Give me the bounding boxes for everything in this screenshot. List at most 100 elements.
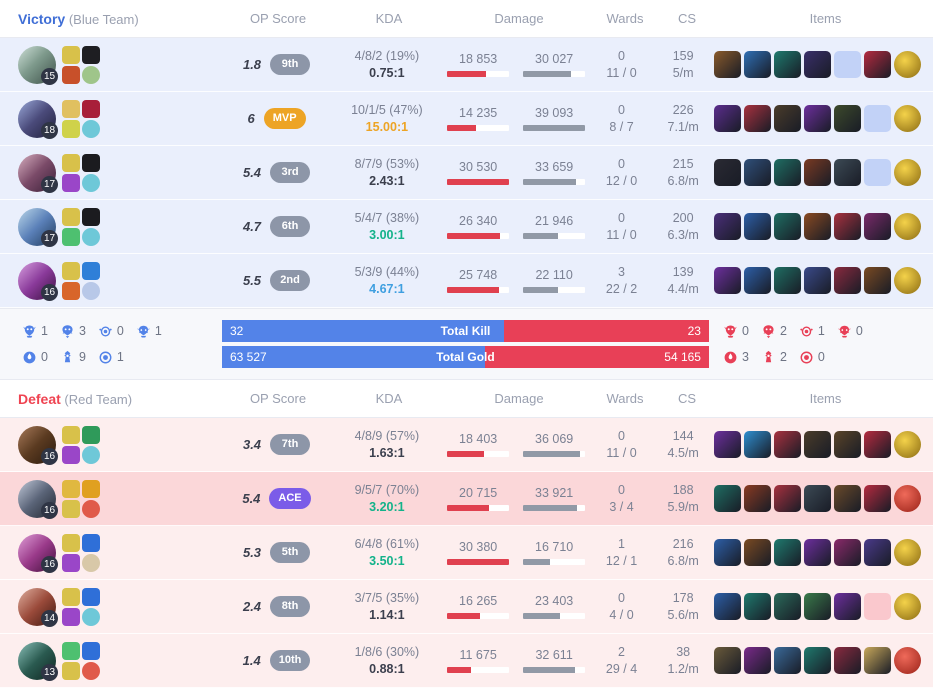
- item-icon[interactable]: [713, 485, 741, 512]
- summoner-spell-icon[interactable]: [82, 227, 100, 246]
- item-icon[interactable]: [713, 51, 741, 78]
- item-icon[interactable]: [803, 159, 831, 186]
- summoner-spell-icon[interactable]: [82, 425, 100, 444]
- champion-portrait[interactable]: 16: [18, 425, 58, 465]
- item-slot-empty[interactable]: [833, 51, 861, 78]
- summoner-spell-icon[interactable]: [82, 553, 100, 572]
- champion-portrait[interactable]: 13: [18, 641, 58, 681]
- item-icon[interactable]: [803, 431, 831, 458]
- summoner-spell-icon[interactable]: [62, 587, 80, 606]
- item-icon[interactable]: [833, 267, 861, 294]
- item-icon[interactable]: [773, 159, 801, 186]
- player-row[interactable]: 18 6 MVP 10/1/5 (47%) 15.00:1 14 235 39 …: [0, 92, 933, 146]
- summoner-spell-icon[interactable]: [82, 173, 100, 192]
- item-slot-empty[interactable]: [863, 159, 891, 186]
- summoner-spell-icon[interactable]: [62, 499, 80, 518]
- item-icon[interactable]: [803, 593, 831, 620]
- player-row[interactable]: 16 5.3 5th 6/4/8 (61%) 3.50:1 30 380 16 …: [0, 526, 933, 580]
- item-icon[interactable]: [713, 647, 741, 674]
- summoner-spell-icon[interactable]: [62, 553, 80, 572]
- champion-portrait[interactable]: 15: [18, 45, 58, 85]
- summoner-spell-icon[interactable]: [62, 65, 80, 84]
- column-header-op-score-red[interactable]: OP Score: [249, 391, 307, 406]
- item-icon[interactable]: [833, 647, 861, 674]
- player-row[interactable]: 16 3.4 7th 4/8/9 (57%) 1.63:1 18 403 36 …: [0, 418, 933, 472]
- item-icon[interactable]: [713, 267, 741, 294]
- player-row[interactable]: 13 1.4 10th 1/8/6 (30%) 0.88:1 11 675 32…: [0, 634, 933, 688]
- item-icon[interactable]: [713, 105, 741, 132]
- item-icon[interactable]: [743, 51, 771, 78]
- summoner-spell-icon[interactable]: [82, 65, 100, 84]
- champion-portrait[interactable]: 16: [18, 479, 58, 519]
- summoner-spell-icon[interactable]: [62, 261, 80, 280]
- item-icon[interactable]: [803, 267, 831, 294]
- item-icon[interactable]: [803, 485, 831, 512]
- player-row[interactable]: 15 1.8 9th 4/8/2 (19%) 0.75:1 18 853 30 …: [0, 38, 933, 92]
- player-row[interactable]: 17 5.4 3rd 8/7/9 (53%) 2.43:1 30 530 33 …: [0, 146, 933, 200]
- item-icon[interactable]: [863, 431, 891, 458]
- summoner-spell-icon[interactable]: [82, 281, 100, 300]
- column-header-damage-red[interactable]: Damage: [494, 391, 544, 406]
- trinket-icon[interactable]: [893, 51, 921, 78]
- trinket-icon[interactable]: [893, 105, 921, 132]
- player-row[interactable]: 16 5.5 2nd 5/3/9 (44%) 4.67:1 25 748 22 …: [0, 254, 933, 308]
- champion-portrait[interactable]: 16: [18, 533, 58, 573]
- champion-portrait[interactable]: 14: [18, 587, 58, 627]
- summoner-spell-icon[interactable]: [82, 607, 100, 626]
- summoner-spell-icon[interactable]: [82, 499, 100, 518]
- item-icon[interactable]: [833, 431, 861, 458]
- summoner-spell-icon[interactable]: [62, 425, 80, 444]
- item-icon[interactable]: [773, 431, 801, 458]
- summoner-spell-icon[interactable]: [62, 661, 80, 680]
- item-icon[interactable]: [833, 105, 861, 132]
- summoner-spell-icon[interactable]: [82, 641, 100, 660]
- item-icon[interactable]: [773, 593, 801, 620]
- item-slot-empty[interactable]: [863, 593, 891, 620]
- item-icon[interactable]: [803, 539, 831, 566]
- item-icon[interactable]: [863, 539, 891, 566]
- item-icon[interactable]: [773, 647, 801, 674]
- item-icon[interactable]: [743, 539, 771, 566]
- item-icon[interactable]: [773, 105, 801, 132]
- item-icon[interactable]: [863, 267, 891, 294]
- summoner-spell-icon[interactable]: [62, 153, 80, 172]
- column-header-wards-red[interactable]: Wards: [606, 391, 644, 406]
- summoner-spell-icon[interactable]: [82, 45, 100, 64]
- summoner-spell-icon[interactable]: [62, 281, 80, 300]
- player-row[interactable]: 16 5.4 ACE 9/5/7 (70%) 3.20:1 20 715 33 …: [0, 472, 933, 526]
- item-icon[interactable]: [833, 539, 861, 566]
- summoner-spell-icon[interactable]: [82, 153, 100, 172]
- champion-portrait[interactable]: 17: [18, 153, 58, 193]
- item-icon[interactable]: [743, 159, 771, 186]
- summoner-spell-icon[interactable]: [62, 119, 80, 138]
- summoner-spell-icon[interactable]: [82, 261, 100, 280]
- item-icon[interactable]: [743, 105, 771, 132]
- column-header-kda-red[interactable]: KDA: [375, 391, 403, 406]
- trinket-icon[interactable]: [893, 539, 921, 566]
- summoner-spell-icon[interactable]: [82, 479, 100, 498]
- item-icon[interactable]: [773, 267, 801, 294]
- player-row[interactable]: 17 4.7 6th 5/4/7 (38%) 3.00:1 26 340 21 …: [0, 200, 933, 254]
- trinket-icon[interactable]: [893, 431, 921, 458]
- trinket-icon[interactable]: [893, 593, 921, 620]
- item-icon[interactable]: [863, 485, 891, 512]
- champion-portrait[interactable]: 16: [18, 261, 58, 301]
- item-icon[interactable]: [743, 647, 771, 674]
- item-icon[interactable]: [803, 105, 831, 132]
- item-icon[interactable]: [803, 51, 831, 78]
- item-icon[interactable]: [833, 593, 861, 620]
- item-icon[interactable]: [713, 159, 741, 186]
- summoner-spell-icon[interactable]: [82, 119, 100, 138]
- item-icon[interactable]: [803, 647, 831, 674]
- summoner-spell-icon[interactable]: [62, 641, 80, 660]
- column-header-kda[interactable]: KDA: [375, 11, 403, 26]
- item-icon[interactable]: [833, 159, 861, 186]
- item-icon[interactable]: [863, 213, 891, 240]
- summoner-spell-icon[interactable]: [62, 227, 80, 246]
- item-icon[interactable]: [743, 267, 771, 294]
- summoner-spell-icon[interactable]: [62, 607, 80, 626]
- player-row[interactable]: 14 2.4 8th 3/7/5 (35%) 1.14:1 16 265 23 …: [0, 580, 933, 634]
- item-icon[interactable]: [833, 485, 861, 512]
- champion-portrait[interactable]: 18: [18, 99, 58, 139]
- summoner-spell-icon[interactable]: [82, 661, 100, 680]
